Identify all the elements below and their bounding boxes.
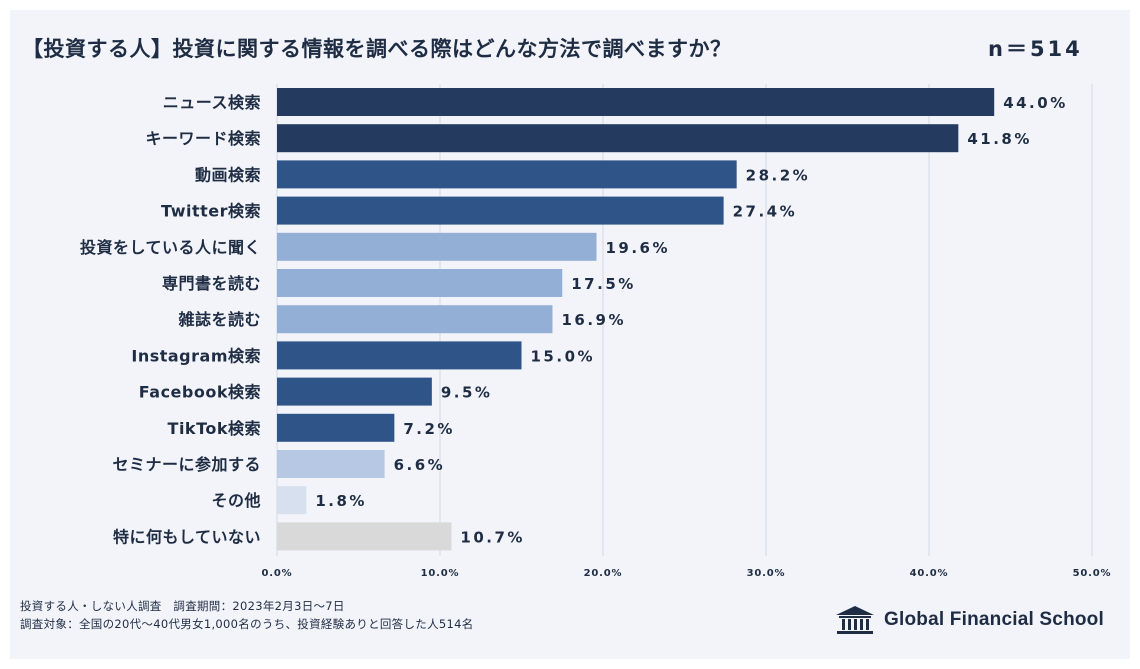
category-label: 投資をしている人に聞く [80, 238, 261, 257]
category-label: ニュース検索 [163, 93, 261, 112]
brand-name: Global Financial School [884, 609, 1104, 630]
bar [277, 196, 724, 225]
brand-logo: Global Financial School [834, 604, 1104, 636]
category-label: TikTok検索 [168, 419, 261, 438]
value-label: 9.5% [441, 384, 493, 402]
value-label: 28.2% [746, 166, 811, 184]
value-label: 10.7% [460, 528, 525, 546]
value-label: 19.6% [605, 239, 670, 257]
x-tick-label: 0.0% [262, 568, 293, 579]
chart-title: 【投資する人】投資に関する情報を調べる際はどんな方法で調べますか？ [22, 37, 732, 61]
x-tick-label: 40.0% [910, 568, 949, 579]
category-label: セミナーに参加する [112, 455, 261, 474]
bar [277, 413, 395, 442]
value-label: 15.0% [531, 347, 596, 365]
x-tick-label: 10.0% [421, 568, 460, 579]
bar [277, 305, 553, 334]
category-label: Twitter検索 [161, 202, 261, 221]
category-label: Instagram検索 [131, 346, 261, 365]
category-label: その他 [211, 491, 261, 510]
survey-target-note: 調査対象：全国の20代〜40代男女1,000名のうち、投資経験ありと回答した人5… [20, 617, 474, 631]
category-label: 雑誌を読む [177, 310, 261, 329]
building-icon [836, 606, 874, 634]
value-label: 1.8% [315, 492, 367, 510]
bar [277, 232, 597, 261]
bar [277, 486, 307, 515]
x-tick-label: 30.0% [747, 568, 786, 579]
x-tick-label: 20.0% [584, 568, 623, 579]
sample-size: n＝514 [988, 37, 1083, 61]
value-label: 17.5% [571, 275, 636, 293]
category-label: 動画検索 [195, 165, 261, 184]
bar [277, 522, 452, 551]
value-label: 41.8% [967, 130, 1032, 148]
bar [277, 450, 385, 478]
bar [277, 341, 522, 370]
bar [277, 377, 432, 406]
bar [277, 88, 995, 116]
value-label: 27.4% [733, 203, 798, 221]
value-label: 7.2% [403, 420, 455, 438]
category-label: Facebook検索 [139, 383, 261, 402]
value-label: 6.6% [394, 456, 446, 474]
chart-panel [10, 10, 1130, 659]
bar [277, 124, 959, 153]
x-tick-label: 50.0% [1073, 568, 1112, 579]
value-label: 16.9% [561, 311, 626, 329]
bar [277, 160, 737, 189]
survey-period-note: 投資する人・しない人調査 調査期間：2023年2月3日〜7日 [20, 599, 345, 613]
bar [277, 269, 563, 297]
value-label: 44.0% [1003, 94, 1068, 112]
category-label: 専門書を読む [162, 274, 261, 293]
category-label: 特に何もしていない [113, 527, 261, 546]
category-label: キーワード検索 [145, 129, 261, 148]
